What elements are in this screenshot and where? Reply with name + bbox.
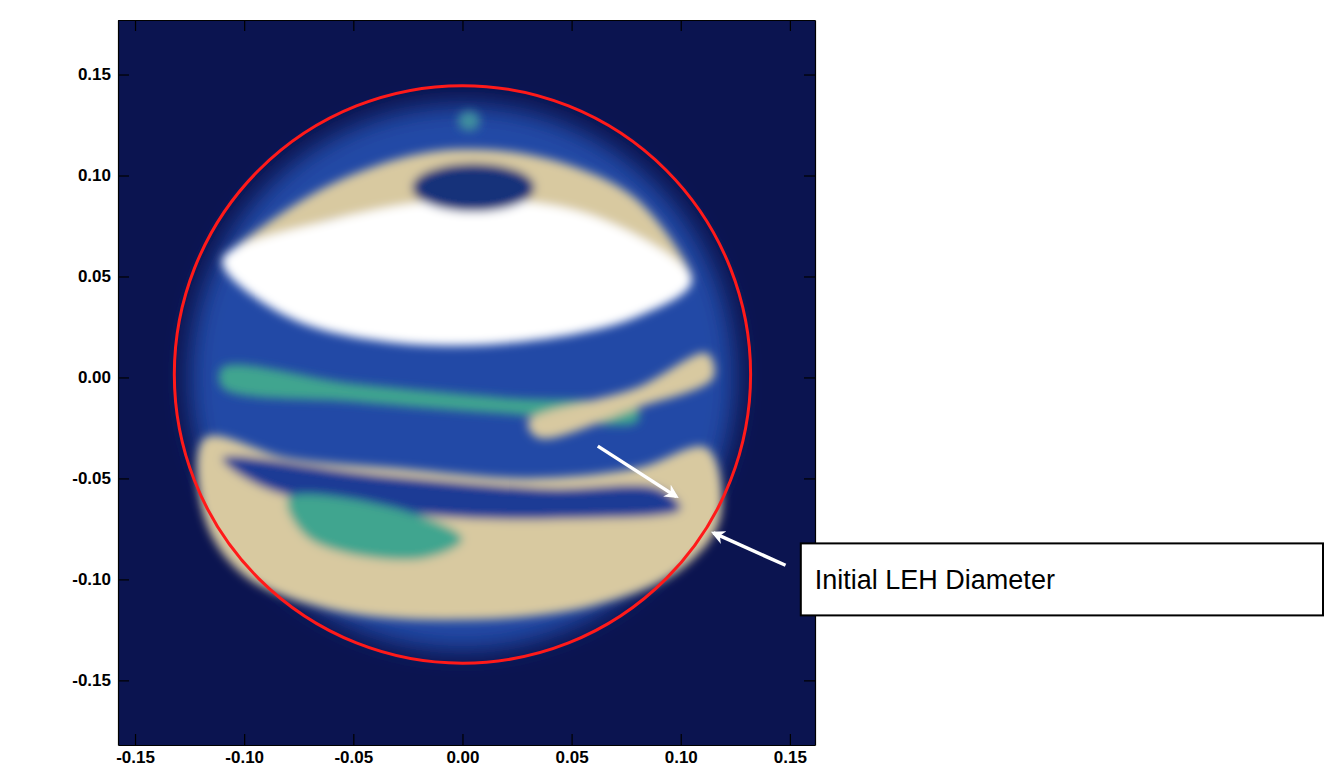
arrow bbox=[598, 446, 677, 496]
axis-line bbox=[118, 21, 119, 746]
tick: 0.00 bbox=[446, 734, 479, 767]
tick: -0.10 bbox=[72, 570, 129, 589]
tick bbox=[244, 20, 245, 31]
image-region bbox=[222, 200, 691, 346]
tick-label: -0.15 bbox=[116, 748, 155, 767]
tick-mark bbox=[244, 734, 245, 745]
tick-label: 0.05 bbox=[556, 748, 589, 767]
image-region bbox=[197, 435, 722, 619]
y-axis-right bbox=[804, 21, 816, 746]
tick-mark bbox=[118, 478, 129, 479]
plot: -0.15-0.10-0.050.000.050.100.15-0.15-0.1… bbox=[72, 20, 815, 767]
image-background bbox=[118, 20, 815, 745]
tick-label: -0.15 bbox=[72, 671, 111, 690]
tick-mark bbox=[135, 20, 136, 31]
tick: 0.15 bbox=[78, 65, 129, 84]
axis-line bbox=[815, 21, 816, 746]
tick-mark bbox=[804, 276, 815, 277]
tick bbox=[804, 680, 815, 681]
tick-label: 0.00 bbox=[78, 368, 111, 387]
image-glow bbox=[190, 105, 736, 650]
tick bbox=[135, 20, 136, 31]
tick-mark bbox=[118, 377, 129, 378]
tick-label: 0.10 bbox=[78, 166, 111, 185]
tick bbox=[353, 20, 354, 31]
tick: -0.05 bbox=[334, 734, 373, 767]
tick-mark bbox=[353, 734, 354, 745]
annotation-text: Initial LEH Diameter bbox=[815, 565, 1055, 595]
tick bbox=[790, 20, 791, 31]
image-region bbox=[287, 494, 463, 560]
arrows bbox=[598, 446, 786, 565]
tick-label: -0.10 bbox=[225, 748, 264, 767]
arrow bbox=[713, 533, 785, 565]
tick-mark bbox=[790, 20, 791, 31]
tick: -0.05 bbox=[72, 469, 129, 488]
tick-mark bbox=[804, 175, 815, 176]
image-region bbox=[528, 353, 715, 439]
tick-mark bbox=[118, 579, 129, 580]
x-axis: -0.15 -0.10 -0.05 0.00 0.05 0.10 0.15 bbox=[116, 734, 815, 767]
tick-mark bbox=[681, 20, 682, 31]
tick-label: -0.05 bbox=[72, 469, 111, 488]
tick: 0.10 bbox=[665, 734, 698, 767]
tick-label: -0.10 bbox=[72, 570, 111, 589]
tick: -0.10 bbox=[225, 734, 264, 767]
tick bbox=[462, 20, 463, 31]
tick-mark bbox=[118, 276, 129, 277]
tick: 0.10 bbox=[78, 166, 129, 185]
axis-line bbox=[119, 20, 816, 21]
tick bbox=[804, 276, 815, 277]
tick bbox=[572, 20, 573, 31]
tick-mark bbox=[804, 74, 815, 75]
tick-mark bbox=[804, 377, 815, 378]
tick: -0.15 bbox=[72, 671, 129, 690]
y-axis: -0.15 -0.10 -0.05 0.00 0.05 0.10 0.15 bbox=[72, 21, 129, 746]
tick: -0.15 bbox=[116, 734, 155, 767]
tick bbox=[804, 377, 815, 378]
tick bbox=[804, 176, 815, 177]
tick-mark bbox=[118, 680, 129, 681]
tick: 0.05 bbox=[78, 267, 129, 286]
tick: 0.05 bbox=[556, 734, 589, 767]
tick bbox=[681, 20, 682, 31]
tick-mark bbox=[790, 734, 791, 745]
tick-mark bbox=[353, 20, 354, 31]
image-spot bbox=[458, 111, 480, 131]
tick bbox=[804, 75, 815, 76]
image-spot bbox=[412, 163, 534, 211]
tick-label: -0.05 bbox=[334, 748, 373, 767]
tick-label: 0.10 bbox=[665, 748, 698, 767]
axis-line bbox=[119, 745, 816, 746]
leh-circle bbox=[174, 86, 750, 664]
tick bbox=[804, 478, 815, 479]
tick-label: 0.00 bbox=[446, 748, 479, 767]
tick-mark bbox=[681, 734, 682, 745]
tick-mark bbox=[572, 20, 573, 31]
tick-mark bbox=[804, 478, 815, 479]
annotation: Initial LEH Diameter bbox=[801, 543, 1323, 615]
tick-mark bbox=[135, 734, 136, 745]
tick-mark bbox=[118, 74, 129, 75]
annotation-box bbox=[801, 543, 1323, 615]
image bbox=[118, 20, 815, 745]
tick-label: 0.15 bbox=[774, 748, 807, 767]
tick-mark bbox=[244, 20, 245, 31]
tick-label: 0.15 bbox=[78, 65, 111, 84]
tick-label: 0.05 bbox=[78, 267, 111, 286]
tick-mark bbox=[462, 734, 463, 745]
image-features bbox=[197, 111, 722, 620]
tick: 0.15 bbox=[774, 734, 807, 767]
tick-mark bbox=[462, 20, 463, 31]
tick-mark bbox=[572, 734, 573, 745]
x-axis-top bbox=[119, 20, 816, 31]
tick-mark bbox=[804, 680, 815, 681]
tick: 0.00 bbox=[78, 368, 129, 387]
chart: -0.15-0.10-0.050.000.050.100.15-0.15-0.1… bbox=[0, 0, 1325, 771]
tick-mark bbox=[118, 175, 129, 176]
